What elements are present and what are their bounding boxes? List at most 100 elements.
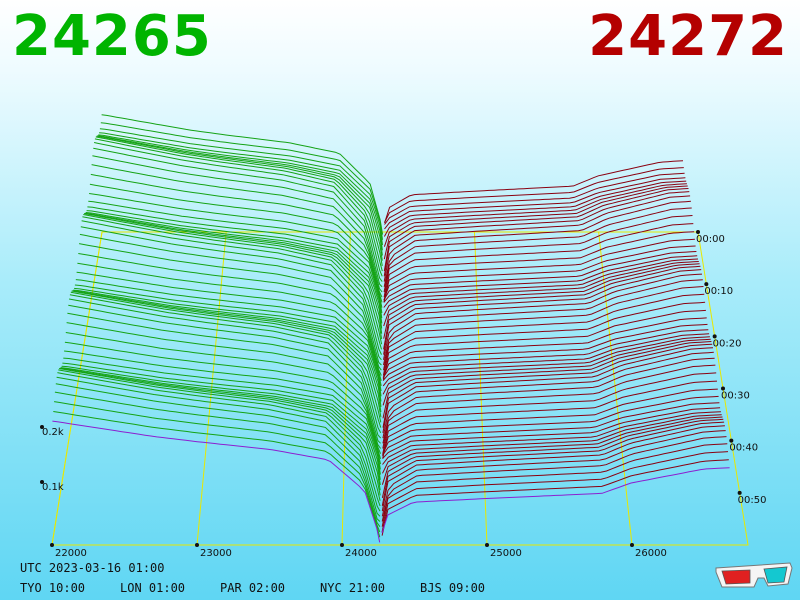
bid-depth-line [86,210,383,329]
bid-depth-line [59,368,381,501]
ask-depth-line [383,191,690,277]
ask-depth-line [383,223,694,303]
bid-depth-line [56,376,381,517]
london-time: LON 01:00 [120,581,186,595]
price-tick-mark [630,543,634,547]
ask-depth-line [382,411,721,465]
bid-depth-line [95,136,383,272]
ask-depth-line [382,372,717,454]
bid-depth-line [79,233,382,371]
ask-depth-line [382,338,711,406]
ask-depth-line [381,421,725,506]
bid-depth-line [101,114,384,235]
bid-depth-line [81,220,382,361]
ask-depth-line [382,323,708,378]
ask-depth-line [382,388,718,457]
time-tick-mark [729,438,734,443]
ask-depth-line [382,341,712,419]
bid-depth-line [84,213,383,345]
ask-depth-line [383,265,701,350]
ask-depth-line [383,279,703,366]
bid-depth-line [83,214,382,350]
ask-depth-line [383,251,697,303]
ask-depth-line [383,269,702,355]
ask-depth-line [383,180,687,237]
bid-depth-line [72,290,382,418]
bid-depth-line [99,128,383,246]
bid-depth-line [87,206,383,324]
bid-depth-line [65,332,381,460]
ask-depth-line [383,183,687,247]
depth-tick-label: 0.2k [42,427,64,438]
ask-depth-line [383,258,699,316]
bid-depth-line [58,369,381,507]
bid-depth-line [91,164,383,298]
floor-grid-outline [51,231,749,546]
depth-tick-mark [40,480,44,484]
ask-depth-line [382,407,721,459]
ask-price: 24272 [588,4,788,69]
ask-depth-line [383,261,699,327]
bid-depth-line [59,367,381,496]
ask-depth-line [381,430,726,517]
ask-depth-line [383,286,704,371]
ask-depth-line [382,343,713,428]
ask-depth-line [382,317,707,378]
time-tick-label: 00:40 [729,443,758,454]
depth-tick-label: 0.1k [42,482,64,493]
bid-depth-line [92,155,383,293]
ask-depth-line [384,160,684,224]
bid-depth-line [80,226,382,366]
bid-depth-line [93,147,383,288]
bid-depth-line [66,322,382,454]
bid-depth-line [88,200,383,319]
bid-depth-line [73,289,382,413]
bid-depth-line [84,212,383,339]
time-tick-label: 00:20 [713,338,742,349]
bid-depth-line [97,135,383,261]
price-tick-mark [195,543,199,547]
bid-depth-line [54,401,381,533]
price-tick-label: 23000 [200,548,232,559]
bid-depth-line [82,216,382,355]
bid-depth-line [100,122,383,240]
time-tick-mark [721,386,725,391]
time-tick-mark [704,282,709,287]
price-grid-line [196,231,227,546]
bid-depth-line [79,243,382,376]
ask-depth-line [383,255,698,308]
bid-depth-line [77,262,382,387]
ask-depth-line [383,273,703,360]
time-tick-label: 00:10 [704,286,733,297]
bid-depth-line [62,362,381,480]
ask-depth-line [384,172,685,225]
ask-depth-line [382,347,714,433]
tokyo-time: TYO 10:00 [20,581,86,595]
bid-depth-line [71,290,382,423]
3d-glasses-icon[interactable] [714,560,794,590]
ask-depth-line [381,443,728,527]
time-tick-label: 00:50 [738,495,767,506]
ask-depth-line [381,436,727,522]
ask-depth-line [383,263,700,339]
ask-depth-line [382,402,720,456]
bid-depth-line [85,212,383,334]
bid-depth-line [96,135,383,266]
bid-depth-line [68,304,381,444]
time-tick-label: 00:00 [696,234,725,245]
bid-depth-line [69,294,382,434]
ask-depth-line [382,351,714,439]
ask-depth-line [383,231,695,303]
ask-depth-line [383,245,696,301]
ask-depth-line [384,167,684,223]
bid-depth-line [78,253,382,381]
price-tick-mark [485,543,489,547]
depth-tick-mark [40,425,44,429]
ask-depth-line [383,200,691,287]
ask-depth-line [381,418,724,499]
bid-depth-line [98,134,383,256]
ask-depth-line [382,301,706,381]
bid-depth-line [53,411,381,538]
bid-depth-line [69,298,382,439]
time-tick-label: 00:30 [721,391,750,402]
